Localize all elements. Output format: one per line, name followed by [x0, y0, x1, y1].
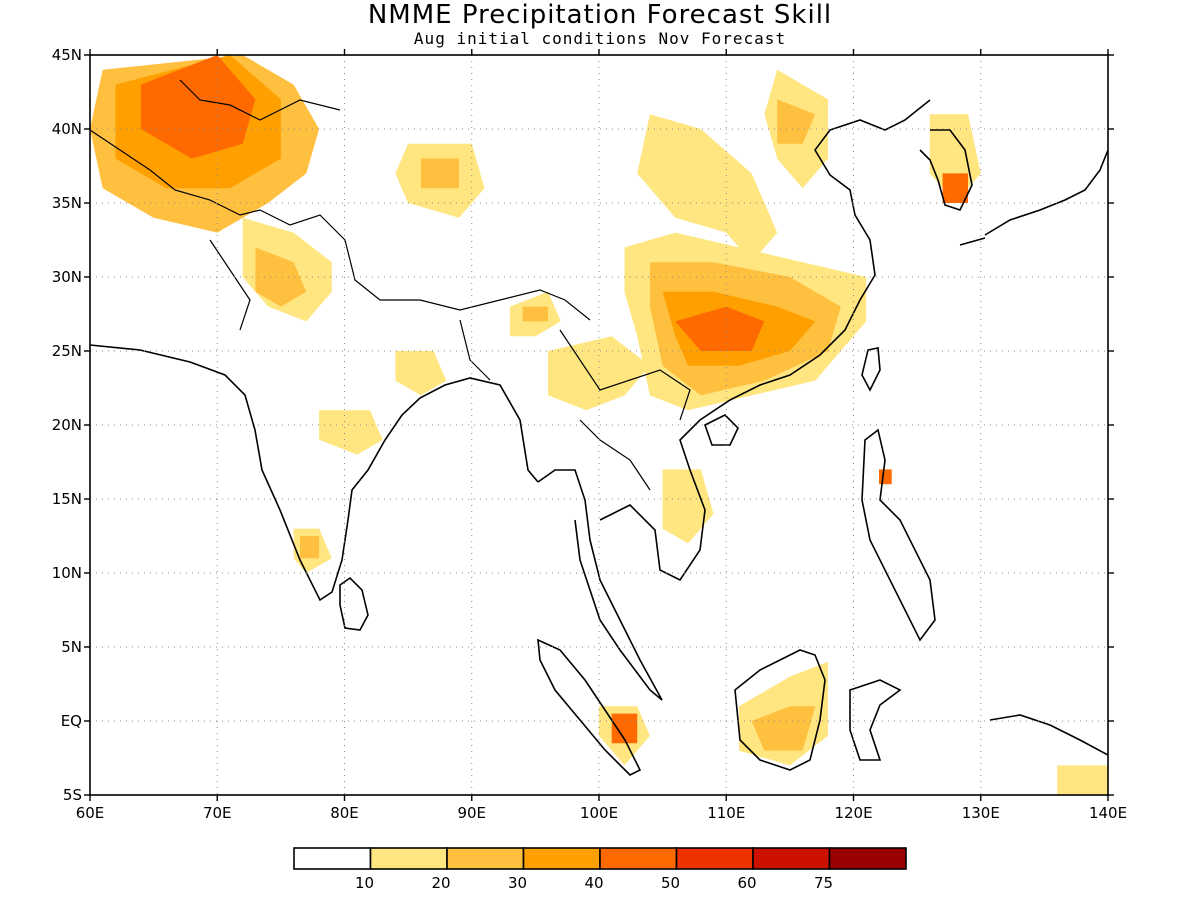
skill-region-9	[777, 99, 816, 144]
colorbar-swatch	[828, 847, 907, 870]
lat-tick-label: 35N	[52, 194, 82, 212]
skill-region-7	[637, 114, 778, 263]
skill-region-25	[751, 706, 816, 751]
coastline-southeast-asia	[537, 99, 931, 701]
skill-region-20	[300, 536, 320, 559]
colorbar-label: 10	[355, 874, 374, 892]
lat-tick-label: 15N	[52, 490, 82, 508]
skill-region-22	[929, 114, 981, 203]
coastline-korea	[919, 129, 973, 211]
skill-region-28	[879, 469, 892, 485]
lon-tick-label: 70E	[203, 804, 232, 822]
lat-tick-label: 10N	[52, 564, 82, 582]
skill-region-17	[395, 351, 447, 396]
colorbar: 10 20 30 40 50 60 75	[293, 847, 907, 892]
skill-shading-layer	[90, 55, 1108, 795]
lon-tick-label: 120E	[834, 804, 872, 822]
border-lines	[90, 79, 691, 491]
colorbar-label: 20	[431, 874, 450, 892]
skill-region-6	[420, 158, 459, 189]
coastline-japan	[959, 149, 1108, 246]
coastline-sulawesi	[849, 679, 902, 761]
skill-region-23	[942, 173, 968, 203]
colorbar-swatch	[293, 847, 372, 870]
coastline-hainan	[704, 414, 739, 446]
axes: 60E 70E 80E 90E 100E 110E 120E 130E 140E 45N 40N 35…	[52, 46, 1127, 822]
coastline-borneo	[734, 649, 826, 771]
lat-tick-label: EQ	[61, 712, 82, 730]
coastline-layer	[90, 79, 1108, 776]
coastline-philippines	[861, 428, 936, 642]
skill-region-2	[140, 55, 256, 159]
colorbar-swatch	[446, 847, 525, 870]
skill-region-15	[522, 306, 549, 322]
lon-tick-label: 130E	[962, 804, 1000, 822]
colorbar-label: 50	[661, 874, 680, 892]
colorbar-label: 60	[737, 874, 756, 892]
skill-region-21	[662, 469, 714, 544]
lon-tick-label: 110E	[707, 804, 745, 822]
coastline-sumatra	[537, 638, 642, 776]
map-subtitle: Aug initial conditions Nov Forecast	[413, 29, 787, 48]
lon-tick-label: 90E	[457, 804, 486, 822]
skill-region-4	[255, 247, 307, 307]
skill-region-18	[319, 410, 383, 455]
lat-tick-label: 25N	[52, 342, 82, 360]
coastline-india	[90, 344, 539, 602]
colorbar-swatch	[675, 847, 754, 870]
colorbar-swatch	[599, 847, 678, 870]
skill-region-13	[675, 306, 765, 351]
lat-tick-label: 5S	[63, 786, 82, 804]
colorbar-label: 30	[508, 874, 527, 892]
lon-tick-label: 140E	[1089, 804, 1127, 822]
coastline-sri-lanka	[339, 576, 369, 631]
lon-tick-label: 60E	[76, 804, 105, 822]
skill-region-29	[1057, 765, 1108, 795]
colorbar-label: 40	[584, 874, 603, 892]
lat-tick-label: 45N	[52, 46, 82, 64]
lon-tick-label: 80E	[330, 804, 359, 822]
colorbar-swatch	[522, 847, 601, 870]
lat-tick-label: 20N	[52, 416, 82, 434]
colorbar-swatch	[752, 847, 831, 870]
colorbar-label: 75	[814, 874, 833, 892]
lat-tick-label: 5N	[61, 638, 82, 656]
lat-tick-label: 30N	[52, 268, 82, 286]
lon-tick-label: 100E	[580, 804, 618, 822]
coastline-taiwan	[861, 347, 881, 392]
map-title: NMME Precipitation Forecast Skill	[367, 0, 833, 30]
colorbar-swatch	[369, 847, 448, 870]
lat-tick-label: 40N	[52, 120, 82, 138]
coastline-new-guinea	[989, 714, 1108, 756]
